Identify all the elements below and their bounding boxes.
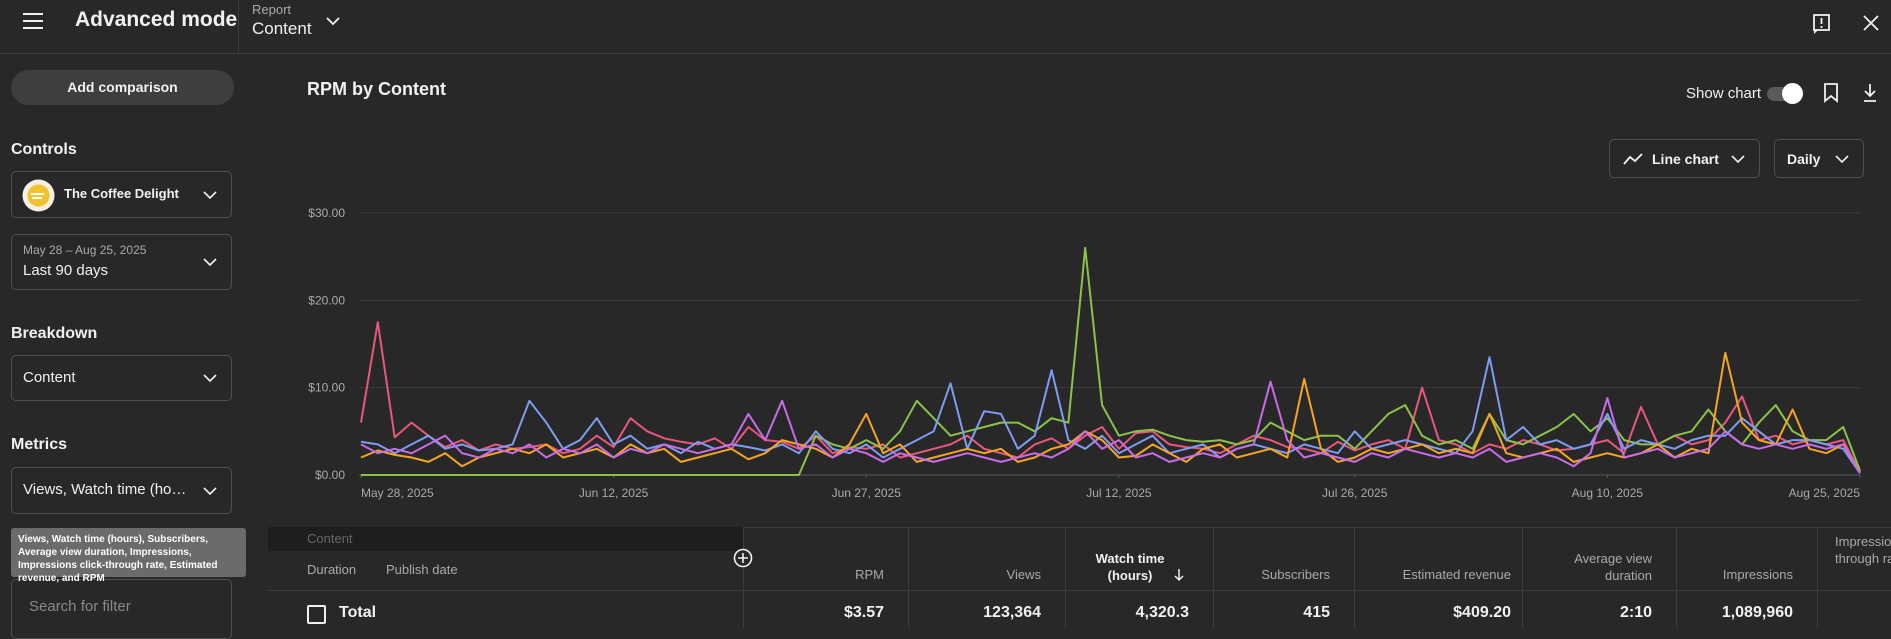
- series-line: [360, 356, 1861, 474]
- bookmark-icon[interactable]: [1823, 83, 1839, 103]
- column-divider: [1522, 527, 1523, 628]
- interval-value: Daily: [1787, 151, 1821, 167]
- column-divider: [1065, 527, 1066, 628]
- total-label: Total: [339, 604, 377, 621]
- chevron: [203, 486, 217, 495]
- chart-type-select[interactable]: Line chart: [1609, 139, 1760, 178]
- chevron: [203, 258, 217, 267]
- total-cell: 415: [1303, 604, 1330, 621]
- channel-select[interactable]: The Coffee Delight: [11, 171, 232, 218]
- column-header[interactable]: Impressions click-through rate: [1835, 534, 1891, 566]
- feedback-icon[interactable]: [1812, 13, 1832, 35]
- page-title: Advanced mode: [75, 8, 238, 31]
- y-tick-label: $20.00: [308, 293, 345, 307]
- menu-icon[interactable]: [22, 12, 44, 30]
- chevron: [1835, 154, 1849, 163]
- column-header[interactable]: Average view duration: [1574, 551, 1652, 583]
- metrics-select[interactable]: Views, Watch time (ho…: [11, 467, 232, 514]
- date-select[interactable]: May 28 – Aug 25, 2025 Last 90 days: [11, 234, 232, 290]
- total-cell: 4,320.3: [1135, 604, 1189, 621]
- x-tick-label: Jun 27, 2025: [832, 486, 902, 500]
- series-line: [361, 246, 1861, 476]
- column-divider: [908, 527, 909, 628]
- chart-type-value: Line chart: [1652, 151, 1719, 167]
- content-header: Content: [307, 531, 353, 546]
- x-tick-label: Aug 25, 2025: [1789, 486, 1861, 500]
- download-icon[interactable]: [1862, 83, 1878, 103]
- search-placeholder: Search for filter: [29, 598, 131, 615]
- chevron: [203, 190, 217, 199]
- total-cell: 123,364: [983, 604, 1041, 621]
- add-column-icon[interactable]: [733, 548, 753, 568]
- x-tick-label: Jul 26, 2025: [1322, 486, 1388, 500]
- column-divider: [1817, 527, 1818, 628]
- total-cell: $409.20: [1453, 604, 1511, 621]
- x-tick-label: Jun 12, 2025: [579, 486, 649, 500]
- report-label: Report: [252, 2, 292, 17]
- publish-date-header[interactable]: Publish date: [386, 562, 458, 577]
- duration-header[interactable]: Duration: [307, 562, 357, 577]
- chart-title: RPM by Content: [307, 79, 446, 99]
- column-header[interactable]: RPM: [855, 567, 884, 582]
- series-line: [360, 321, 1861, 473]
- toggle-knob: [1782, 83, 1803, 104]
- topbar-border: [0, 53, 1891, 54]
- chevron: [1731, 154, 1745, 163]
- show-chart-label: Show chart: [1686, 85, 1762, 102]
- date-preset: Last 90 days: [23, 262, 109, 279]
- chevron: [203, 374, 217, 383]
- breakdown-label: Breakdown: [11, 325, 98, 342]
- total-checkbox[interactable]: [307, 605, 326, 624]
- column-header[interactable]: Views: [1006, 567, 1041, 582]
- breakdown-value: Content: [23, 369, 76, 386]
- x-tick-label: Aug 10, 2025: [1572, 486, 1644, 500]
- divider: [238, 0, 239, 53]
- breakdown-select[interactable]: Content: [11, 355, 232, 401]
- metrics-value: Views, Watch time (ho…: [23, 481, 187, 498]
- column-header[interactable]: Subscribers: [1261, 567, 1330, 582]
- column-header[interactable]: Estimated revenue: [1402, 567, 1511, 582]
- series-line: [360, 380, 1861, 474]
- controls-label: Controls: [11, 141, 77, 158]
- sort-arrow: [1174, 569, 1184, 582]
- interval-select[interactable]: Daily: [1774, 139, 1864, 178]
- total-cell: 1,089,960: [1721, 604, 1793, 621]
- date-range: May 28 – Aug 25, 2025: [23, 243, 147, 257]
- total-cell: $3.57: [843, 604, 884, 621]
- y-tick-label: $10.00: [308, 381, 345, 395]
- close-icon[interactable]: [1862, 14, 1880, 32]
- x-tick-label: Jul 12, 2025: [1086, 486, 1152, 500]
- x-tick-label: May 28, 2025: [361, 486, 434, 500]
- y-tick-label: $30.00: [308, 206, 345, 220]
- total-cell: 2:10: [1619, 604, 1652, 621]
- column-divider: [1354, 527, 1355, 628]
- metrics-label: Metrics: [11, 436, 68, 453]
- column-divider: [743, 527, 744, 628]
- line-chart-icon: [1623, 153, 1643, 165]
- column-divider: [1676, 527, 1677, 628]
- content-header-bar: [268, 527, 743, 551]
- channel-name: The Coffee Delight: [64, 186, 179, 201]
- add-comparison-button[interactable]: Add comparison: [11, 70, 234, 105]
- report-value[interactable]: Content: [252, 19, 312, 38]
- report-chevron[interactable]: [326, 16, 340, 26]
- column-header[interactable]: Impressions: [1722, 567, 1793, 582]
- column-divider: [1213, 527, 1214, 628]
- metrics-tooltip: Views, Watch time (hours), Subscribers, …: [11, 528, 246, 584]
- table-row-border: [268, 590, 1891, 591]
- channel-avatar: [22, 179, 55, 212]
- search-box[interactable]: Search for filter: [11, 579, 232, 639]
- column-header-sorted[interactable]: Watch time (hours): [1095, 551, 1165, 583]
- y-tick-label: $0.00: [315, 468, 345, 482]
- table-top-border: [268, 527, 1891, 528]
